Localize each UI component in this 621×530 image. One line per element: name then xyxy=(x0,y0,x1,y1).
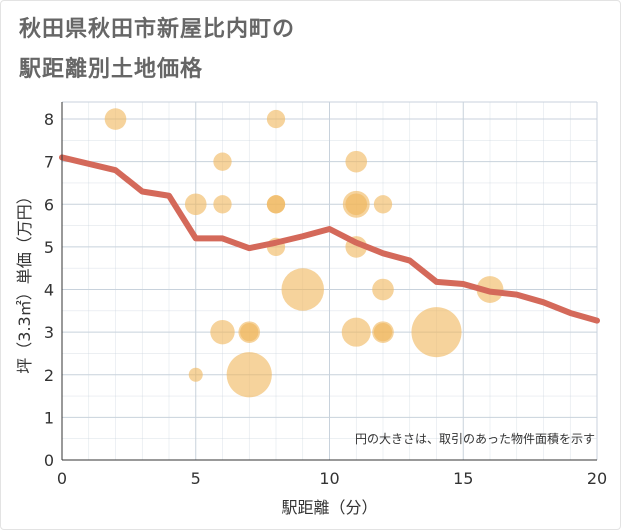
y-tick-label: 0 xyxy=(44,451,54,470)
bubble-point xyxy=(266,109,286,129)
bubble-point xyxy=(213,195,232,214)
bubble-point xyxy=(411,307,462,358)
x-tick-label: 5 xyxy=(191,469,201,488)
bubble-series xyxy=(104,108,504,398)
bubble-point xyxy=(104,108,127,130)
axes xyxy=(61,102,597,461)
bubble-point xyxy=(210,319,235,345)
bubble-point xyxy=(188,367,203,382)
bubble-point xyxy=(372,278,394,301)
chart-title-line2: 駅距離別土地価格 xyxy=(19,57,204,82)
bubble-point xyxy=(345,193,368,216)
bubble-point xyxy=(345,150,368,173)
y-tick-labels: 0 1 2 3 4 5 6 7 8 xyxy=(44,110,54,470)
bubble-point xyxy=(240,322,259,342)
y-tick-label: 7 xyxy=(44,153,54,172)
y-tick-label: 4 xyxy=(44,281,54,300)
bubble-point xyxy=(281,268,325,311)
bubble-point xyxy=(266,195,286,214)
y-tick-label: 2 xyxy=(44,366,54,385)
y-tick-label: 8 xyxy=(44,110,54,129)
grid-lines xyxy=(61,101,598,461)
bubble-point xyxy=(373,195,393,214)
x-tick-label: 10 xyxy=(319,469,339,488)
x-tick-label: 20 xyxy=(587,469,607,488)
y-tick-label: 5 xyxy=(44,238,54,257)
size-note: 円の大きさは、取引のあった物件面積を示す xyxy=(355,431,595,446)
x-tick-labels: 0 5 10 15 20 xyxy=(57,469,607,488)
x-tick-label: 0 xyxy=(57,469,67,488)
trend-line xyxy=(59,154,600,324)
chart-title-line1: 秋田県秋田市新屋比内町の xyxy=(19,17,296,42)
bubble-point xyxy=(213,152,232,171)
y-axis-label: 坪（3.3㎡）単価（万円） xyxy=(15,188,34,373)
bubble-point xyxy=(341,317,371,347)
bubble-point xyxy=(184,193,207,216)
y-tick-label: 3 xyxy=(44,323,54,342)
bubble-point xyxy=(373,322,393,342)
x-tick-label: 15 xyxy=(453,469,473,488)
x-axis-label: 駅距離（分） xyxy=(281,498,377,517)
bubble-point xyxy=(226,352,272,398)
y-tick-label: 1 xyxy=(44,408,54,427)
y-tick-label: 6 xyxy=(44,195,54,214)
